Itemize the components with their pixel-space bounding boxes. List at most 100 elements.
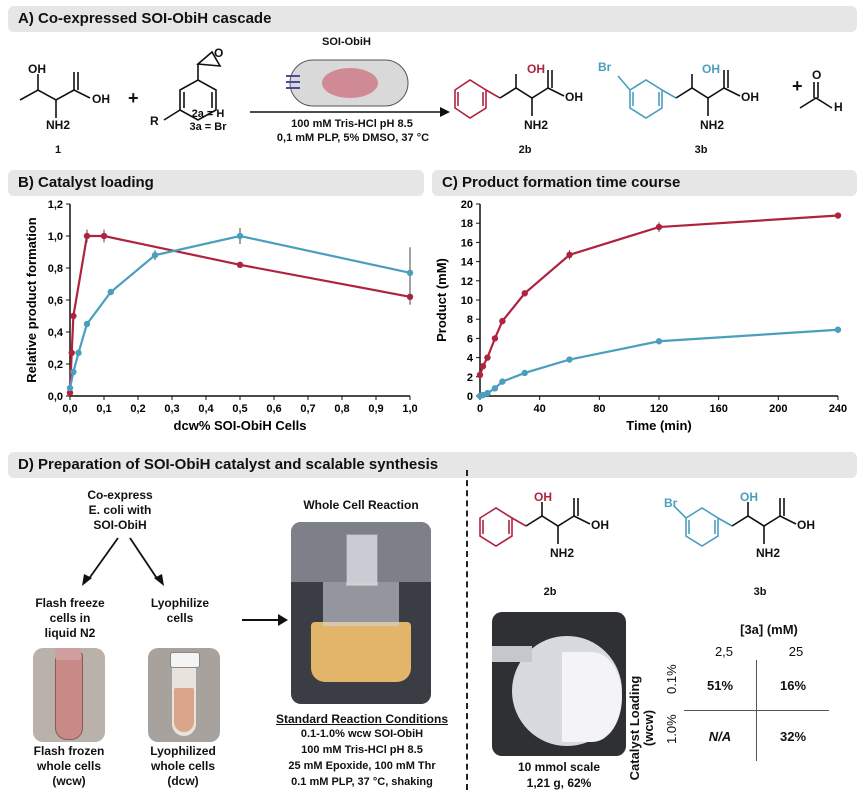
flash-frozen-photo (33, 648, 105, 742)
y-tick-label: 1,2 (48, 199, 63, 211)
std-condition-3: 25 mM Epoxide, 100 mM Thr (288, 760, 436, 772)
data-point-blue (499, 378, 506, 385)
flash-freeze-label: Flash freeze cells in liquid N2 (35, 596, 105, 640)
compound-3b-label: 3b (694, 144, 708, 156)
y-tick-label: 0,6 (48, 295, 63, 307)
atom-h-aldehyde: H (834, 100, 843, 114)
panel-b-header: B) Catalyst loading (8, 170, 424, 196)
atom-nh2-1: NH2 (46, 118, 71, 132)
y-axis-label: Product (mM) (434, 258, 449, 342)
data-point-red (66, 389, 74, 396)
compound-2b-label: 2b (518, 144, 532, 156)
data-point-red (100, 232, 108, 240)
scale-line-2: 1,21 g, 62% (526, 776, 592, 790)
compound-3b-label-d: 3b (753, 586, 767, 598)
y-tick-label: 20 (461, 199, 473, 211)
row-header-2: 1.0% (664, 714, 679, 744)
x-tick-label: 1,0 (402, 403, 417, 415)
atom-oh-acid-3b: OH (741, 90, 759, 104)
catalyst-loading-chart: 0,0 0,1 0,2 0,3 0,4 0,5 0,6 0,7 0,8 0,9 1,0 0,0 0,2 0… (24, 199, 418, 433)
y-tick-label: 18 (461, 218, 473, 230)
plus-sign-1: + (128, 88, 139, 108)
lyophilize-label: Lyophilize cells (150, 596, 210, 625)
atom-oh-acid-1: OH (92, 92, 110, 106)
enzyme-label: SOI-ObiH (322, 36, 371, 48)
section-divider (466, 470, 468, 790)
reaction-scheme (19, 50, 833, 121)
table-cell: 32% (756, 710, 829, 761)
atom-nh2-3b-d: NH2 (756, 546, 781, 560)
panel-c-header: C) Product formation time course (432, 170, 857, 196)
x-axis-label: Time (min) (626, 418, 692, 433)
std-condition-4: 0.1 mM PLP, 37 °C, shaking (291, 776, 433, 788)
scale-line-1: 10 mmol scale (517, 760, 601, 774)
data-point-red (499, 317, 506, 325)
data-point-blue (70, 368, 77, 376)
panel-a-header: A) Co-expressed SOI-ObiH cascade (8, 6, 857, 32)
condition-2: 0,1 mM PLP, 5% DMSO, 37 °C (276, 132, 430, 144)
right-arrow (242, 614, 288, 626)
data-point-red (236, 261, 244, 268)
data-point-blue (66, 384, 74, 392)
x-tick-label: 0,5 (232, 403, 247, 415)
time-course-chart: 0 40 80 120 160 200 240 0 2 4 6 8 10 12 14 16 18 20 Time (… (434, 199, 847, 433)
coexpress-label: Co-express E. coli with SOI-ObiH (87, 488, 153, 532)
plus-sign-2: + (792, 76, 803, 96)
col-header-2: 25 (788, 644, 804, 659)
flash-frozen-caption: Flash frozen whole cells (wcw) (33, 744, 105, 788)
x-tick-label: 0,9 (368, 403, 383, 415)
atom-oh-acid-2b-d: OH (591, 518, 609, 532)
y-tick-label: 0,2 (48, 359, 63, 371)
data-point-red (83, 232, 91, 240)
atom-oh-2b: OH (527, 62, 545, 76)
y-tick-label: 14 (461, 257, 474, 269)
table-cell: 51% (684, 660, 757, 711)
data-point-blue (566, 356, 573, 363)
data-point-red (70, 312, 77, 320)
product-structures (479, 498, 797, 547)
data-point-red (834, 212, 842, 219)
x-tick-label: 120 (650, 403, 668, 415)
std-condition-2: 100 mM Tris-HCl pH 8.5 (301, 744, 423, 756)
data-point-blue (75, 349, 82, 356)
data-point-red (566, 251, 573, 259)
atom-nh2-2b: NH2 (524, 118, 549, 132)
x-tick-label: 0 (477, 403, 483, 415)
data-point-blue (655, 338, 663, 345)
row-header-1: 0.1% (664, 664, 679, 694)
atom-r: R (150, 114, 159, 128)
data-point-red (655, 223, 663, 231)
data-point-red (491, 335, 499, 342)
lyophilized-photo (148, 648, 220, 742)
x-tick-label: 200 (769, 403, 787, 415)
y-tick-label: 0,0 (48, 391, 63, 403)
lyophilized-caption: Lyophilized whole cells (dcw) (150, 744, 216, 788)
y-tick-label: 0,4 (48, 327, 64, 339)
atom-nh2-2b-d: NH2 (550, 546, 575, 560)
data-point-red (479, 363, 487, 370)
std-condition-1: 0.1-1.0% wcw SOI-ObiH (300, 728, 424, 740)
data-point-red (476, 371, 484, 379)
data-point-blue (83, 320, 91, 328)
table-row: 51% 16% (684, 660, 829, 711)
compound-1-label: 1 (54, 144, 62, 156)
x-tick-label: 0,0 (62, 403, 77, 415)
atom-nh2-3b: NH2 (700, 118, 725, 132)
x-tick-label: 0,1 (96, 403, 111, 415)
atom-o-epoxide: O (214, 46, 224, 60)
series-line-red (478, 214, 839, 376)
data-point-blue (406, 269, 414, 276)
table-cell: 16% (756, 660, 829, 711)
atom-oh-acid-3b-d: OH (797, 518, 815, 532)
std-conditions-title: Standard Reaction Conditions (275, 712, 448, 726)
results-table: 51% 16% N/A 32% (684, 660, 829, 761)
y-tick-label: 10 (461, 295, 473, 307)
condition-1: 100 mM Tris-HCl pH 8.5 (291, 118, 413, 130)
atom-oh-3b-d: OH (740, 490, 758, 504)
table-row: N/A 32% (684, 710, 829, 761)
y-tick-label: 16 (461, 237, 473, 249)
col-header-1: 2,5 (714, 644, 734, 659)
x-tick-label: 240 (829, 403, 847, 415)
atom-oh-3b: OH (702, 62, 720, 76)
data-point-red (521, 290, 528, 297)
